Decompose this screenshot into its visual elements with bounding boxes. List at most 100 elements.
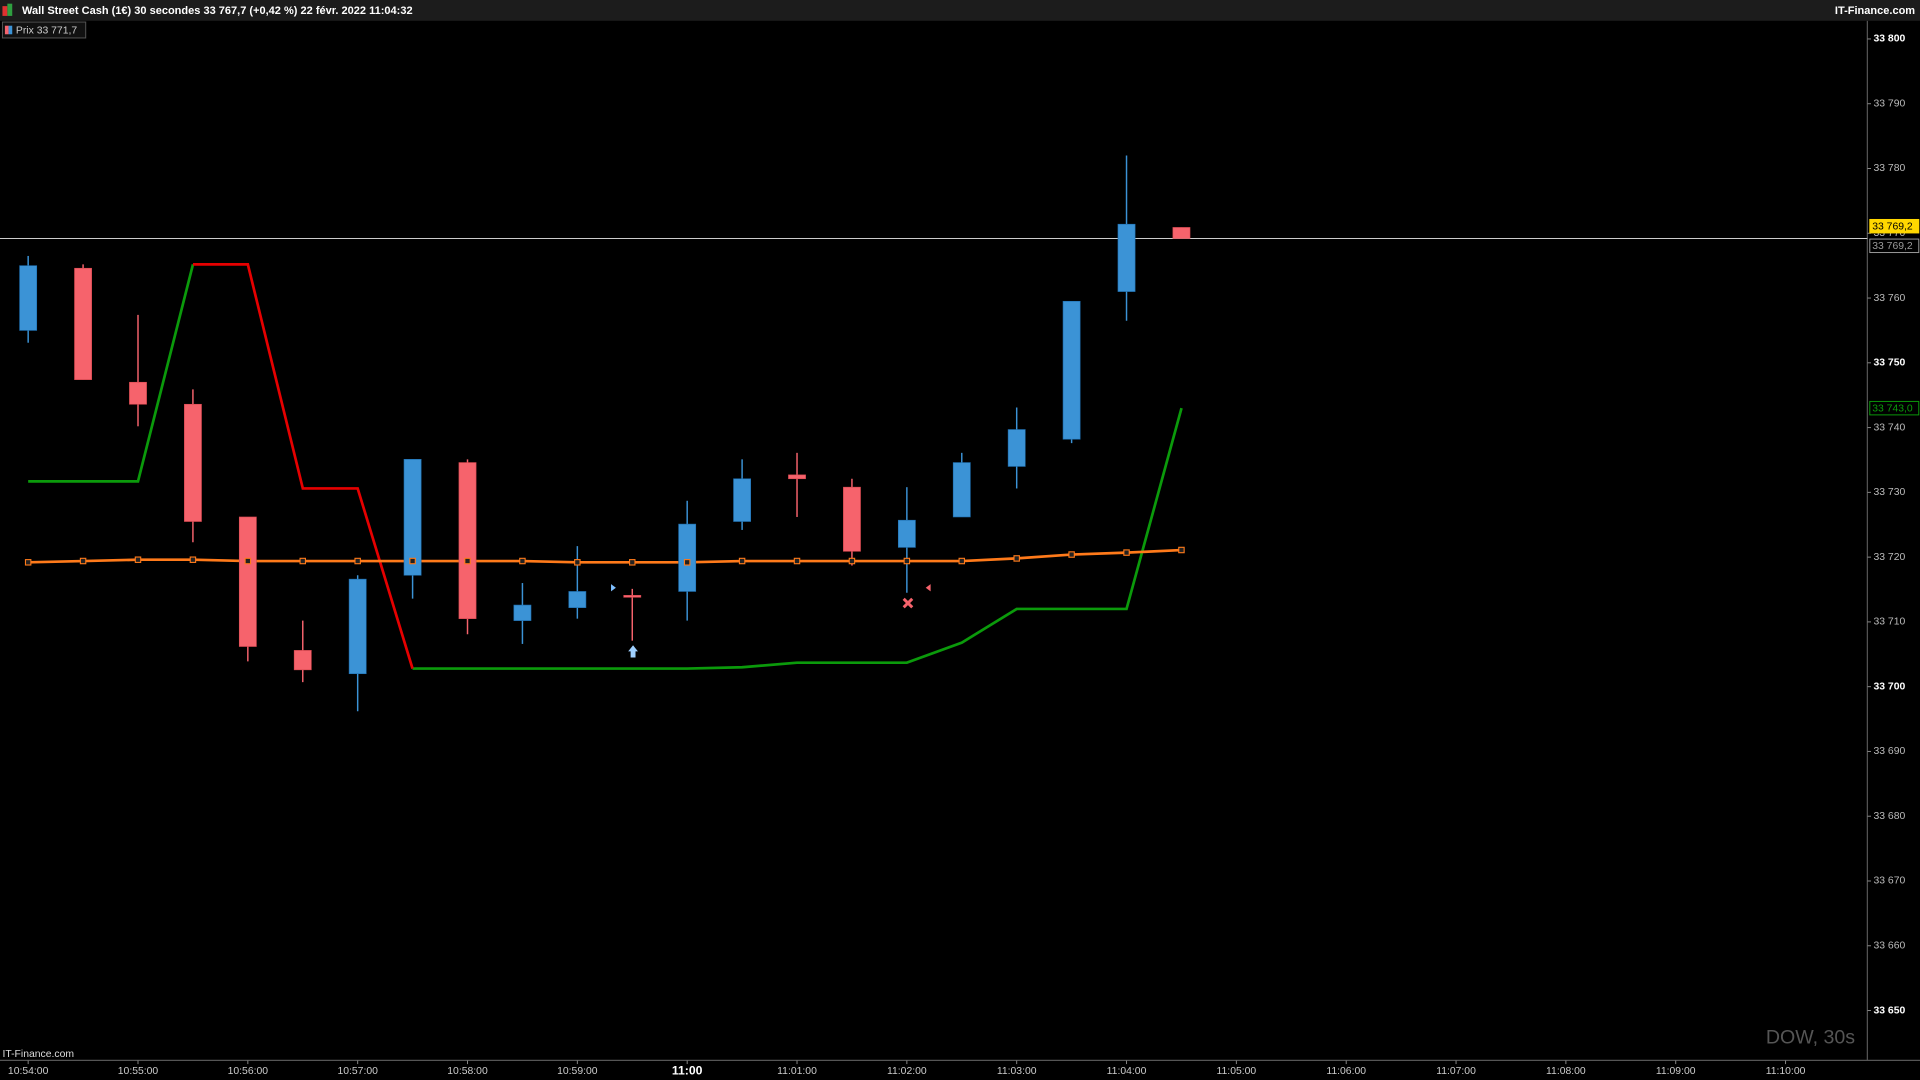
plot: 33 650 33 660 33 670 33 680 33 690 33 700 33 7… <box>0 34 1920 1078</box>
x-tick-label: 11:01:00 <box>777 1066 817 1077</box>
candle-body <box>568 591 587 608</box>
sell-cross <box>902 597 914 609</box>
x-tick-label: 11:04:00 <box>1107 1066 1147 1077</box>
indicator-point <box>134 556 142 563</box>
x-tick-label: 11:09:00 <box>1656 1066 1696 1077</box>
candle-body <box>788 474 806 480</box>
y-tick-label: 33 790 <box>1873 98 1905 109</box>
y-tick-label: 33 720 <box>1873 552 1905 563</box>
indicator-point <box>409 557 416 565</box>
price-tag <box>1869 218 1920 234</box>
watermark: DOW, 30s <box>1766 1027 1855 1049</box>
x-tick-label: 10:56:00 <box>228 1066 269 1077</box>
candle-body <box>1007 429 1026 467</box>
y-tick-label: 33 780 <box>1873 163 1905 174</box>
candle-body <box>293 650 312 671</box>
x-tick-label: 11:00 <box>672 1064 703 1078</box>
legend-text: Prix 33 771,7 <box>16 25 77 36</box>
indicator-point <box>793 557 801 565</box>
indicator-point <box>79 557 87 565</box>
x-tick-label: 11:02:00 <box>887 1066 927 1077</box>
y-tick-label: 33 750 <box>1873 358 1905 369</box>
indicator-point <box>629 559 636 566</box>
candle-body <box>897 519 916 548</box>
candle-body <box>513 604 532 621</box>
buy-arrow <box>628 645 638 658</box>
indicator-point <box>24 559 32 566</box>
y-tick-label: 33 660 <box>1873 941 1905 952</box>
y-tick-label: 33 680 <box>1873 811 1905 822</box>
y-tick-label: 33 740 <box>1873 422 1905 433</box>
legend-icon <box>4 25 9 35</box>
source: IT-Finance.com <box>2 1049 74 1060</box>
candle-body <box>1062 300 1081 440</box>
indicator-point <box>519 557 526 565</box>
x-tick-label: 11:03:00 <box>997 1066 1037 1077</box>
candle-body <box>1172 227 1191 239</box>
x-tick-label: 11:10:00 <box>1766 1066 1806 1077</box>
header-bar <box>0 0 1920 21</box>
y-tick-label: 33 760 <box>1873 293 1905 304</box>
candle-body <box>733 478 751 522</box>
price-tag-label: 33 769,2 <box>1872 222 1913 233</box>
candle-body <box>1117 223 1136 292</box>
indicator-point <box>903 557 911 565</box>
price-tag <box>1869 238 1920 254</box>
signal-marker <box>611 584 616 592</box>
price-tag <box>1869 400 1920 416</box>
indicator-point <box>299 557 307 565</box>
candle-body <box>952 462 971 518</box>
indicator-point <box>1013 555 1020 562</box>
legend-icon <box>8 25 13 35</box>
indicator-line <box>28 548 1182 564</box>
indicator-point <box>189 556 197 563</box>
legend-box[interactable] <box>1 21 87 39</box>
price-tag-label: 33 769,2 <box>1872 241 1913 252</box>
x-tick-label: 11:06:00 <box>1326 1066 1366 1077</box>
y-tick-label: 33 690 <box>1873 746 1905 757</box>
signal-marker <box>925 584 931 592</box>
price-tag-label: 33 743,0 <box>1872 404 1913 415</box>
indicator-point <box>464 557 471 565</box>
y-tick-label: 33 670 <box>1873 876 1905 887</box>
candle-body <box>184 403 202 522</box>
y-tick-label: 33 730 <box>1873 487 1905 498</box>
y-tick-label: 33 800 <box>1873 34 1905 45</box>
app-icon <box>2 6 8 16</box>
x-tick-label: 11:07:00 <box>1436 1066 1476 1077</box>
x-tick-label: 11:05:00 <box>1217 1066 1257 1077</box>
x-tick-label: 10:58:00 <box>447 1066 488 1077</box>
indicator-point <box>738 557 746 565</box>
candle-body <box>348 578 367 675</box>
header-brand: IT-Finance.com <box>1835 5 1915 17</box>
header-title: Wall Street Cash (1€) 30 secondes 33 767… <box>22 5 413 17</box>
candle-body <box>843 486 861 552</box>
x-tick-label: 10:54:00 <box>8 1066 49 1077</box>
indicator-point <box>574 559 581 566</box>
x-tick-label: 10:55:00 <box>118 1066 159 1077</box>
app-icon <box>7 3 13 16</box>
y-tick-label: 33 770 <box>1873 228 1905 239</box>
indicator-point <box>354 557 361 565</box>
candle-body <box>74 267 92 380</box>
indicator-point <box>244 557 252 565</box>
y-tick-label: 33 650 <box>1873 1005 1905 1016</box>
indicator-point <box>958 557 966 565</box>
indicator-point <box>1068 551 1075 558</box>
x-tick-label: 10:59:00 <box>557 1066 598 1077</box>
indicator-point <box>1178 546 1185 554</box>
candle-body <box>623 595 642 598</box>
candle-body <box>458 462 477 619</box>
candle-body <box>238 516 257 647</box>
indicator-line <box>28 264 1183 670</box>
indicator-point <box>1123 549 1130 556</box>
indicator-line <box>192 263 414 669</box>
candle-body <box>19 265 38 331</box>
indicator-point <box>683 559 691 566</box>
x-tick-label: 10:57:00 <box>337 1066 378 1077</box>
candle-body <box>678 523 697 592</box>
candle-body <box>403 459 422 576</box>
